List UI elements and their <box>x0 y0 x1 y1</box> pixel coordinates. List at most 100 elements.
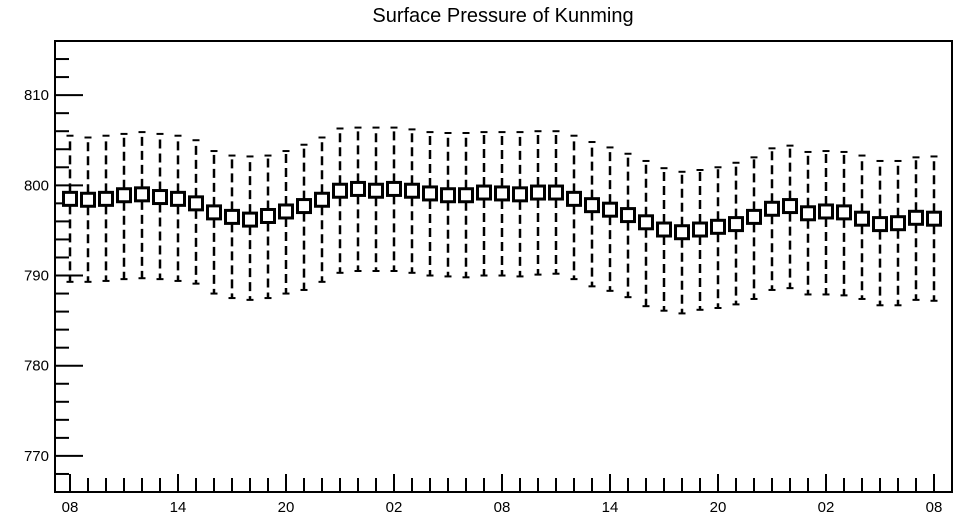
box-item <box>134 131 150 280</box>
box <box>494 185 510 202</box>
box-item <box>584 141 600 288</box>
x-axis: 08 14 20 02 08 14 20 02 08 <box>62 474 943 516</box>
plot-frame <box>54 40 953 493</box>
box-item <box>908 156 924 301</box>
box-item <box>422 131 438 277</box>
box <box>62 190 78 207</box>
box <box>908 209 924 226</box>
box-item <box>800 150 816 296</box>
x-tick-label: 08 <box>926 499 943 516</box>
box-item <box>350 126 366 273</box>
x-tick-label: 20 <box>278 499 295 516</box>
box <box>170 190 186 207</box>
box-item <box>152 132 168 281</box>
y-tick-label: 770 <box>24 448 49 465</box>
box <box>80 191 96 208</box>
box <box>386 180 402 197</box>
y-tick-label: 810 <box>24 87 49 104</box>
box <box>566 190 582 207</box>
box-item <box>314 136 330 283</box>
box-item <box>242 155 258 301</box>
box <box>332 182 348 199</box>
box-item <box>188 139 204 285</box>
box-item <box>782 144 798 290</box>
box <box>674 224 690 241</box>
box <box>152 189 168 206</box>
box-item <box>296 143 312 291</box>
box-item <box>674 170 690 315</box>
y-axis: 770 780 790 800 810 <box>24 40 83 493</box>
box <box>422 185 438 202</box>
box <box>692 221 708 238</box>
box <box>818 203 834 220</box>
box <box>602 201 618 218</box>
x-tick-label: 02 <box>386 499 403 516</box>
y-tick-label: 800 <box>24 177 49 194</box>
x-tick-label: 20 <box>710 499 727 516</box>
y-tick-label: 790 <box>24 268 49 285</box>
box <box>872 216 888 233</box>
box <box>656 221 672 238</box>
box <box>620 207 636 224</box>
box-item <box>710 166 726 309</box>
box-item <box>260 154 276 300</box>
box-item <box>386 126 402 273</box>
box-item <box>62 134 78 283</box>
box <box>584 197 600 214</box>
box <box>782 198 798 215</box>
y-tick-label: 780 <box>24 358 49 375</box>
box <box>476 184 492 201</box>
box <box>854 210 870 227</box>
box-item <box>404 128 420 274</box>
box <box>206 204 222 221</box>
box-item <box>206 150 222 295</box>
box-item <box>602 146 618 292</box>
box-item <box>692 168 708 311</box>
x-tick-label: 14 <box>170 499 187 516</box>
box <box>530 184 546 201</box>
box <box>710 218 726 235</box>
box <box>242 211 258 228</box>
x-tick-label: 14 <box>602 499 619 516</box>
box <box>926 210 942 227</box>
box <box>746 208 762 225</box>
box <box>440 187 456 204</box>
box-item <box>224 154 240 300</box>
box <box>134 186 150 203</box>
box-item <box>332 127 348 274</box>
box-item <box>548 130 564 275</box>
box-item <box>98 134 114 282</box>
box-item <box>512 131 528 278</box>
box-item <box>170 134 186 282</box>
box-item <box>80 136 96 283</box>
box <box>368 182 384 199</box>
box <box>404 182 420 199</box>
box <box>728 216 744 233</box>
box <box>836 204 852 221</box>
box <box>260 207 276 224</box>
box-item <box>926 155 942 302</box>
box <box>188 195 204 212</box>
box-item <box>494 131 510 277</box>
chart-title: Surface Pressure of Kunming <box>372 5 633 27</box>
box-item <box>872 159 888 307</box>
box-item <box>656 167 672 312</box>
box-item <box>440 132 456 278</box>
x-tick-label: 02 <box>818 499 835 516</box>
box-item <box>620 152 636 299</box>
box <box>890 215 906 232</box>
box <box>98 190 114 207</box>
box <box>458 187 474 204</box>
box <box>764 200 780 217</box>
box-item <box>836 150 852 297</box>
box <box>638 214 654 231</box>
box-item <box>746 156 762 300</box>
box-item <box>476 131 492 277</box>
box-item <box>368 126 384 273</box>
box <box>314 191 330 208</box>
box <box>800 205 816 222</box>
box-item <box>638 159 654 308</box>
box <box>512 186 528 203</box>
box-item <box>818 150 834 296</box>
box <box>278 203 294 220</box>
